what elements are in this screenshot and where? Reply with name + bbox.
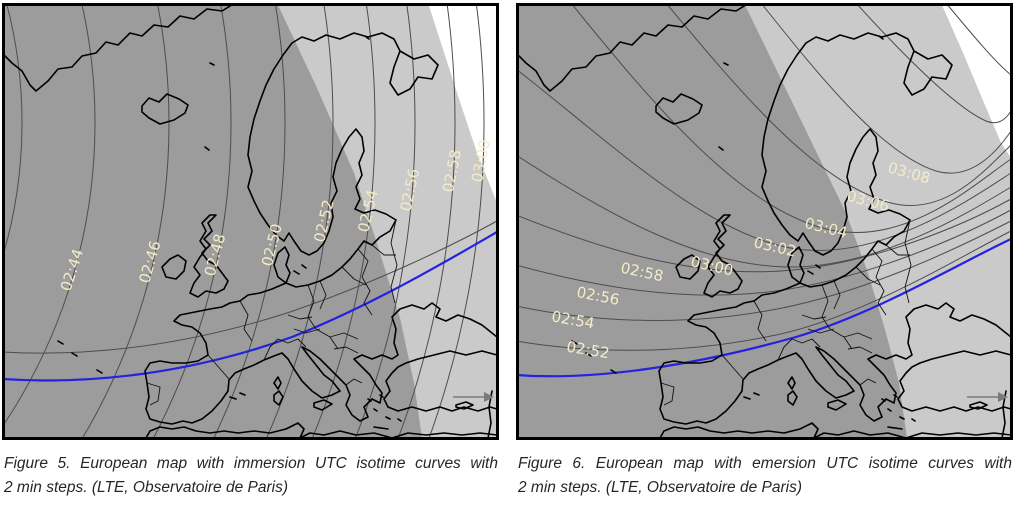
isotime-curve [2, 3, 23, 260]
figure-6-map: 02:52 02:54 02:56 02:58 03:00 03:02 03:0… [516, 3, 1013, 440]
isotime-curve [80, 3, 170, 440]
isotime-curve [310, 3, 376, 440]
isotime-curve [212, 3, 286, 440]
isotime-curve [570, 3, 1012, 233]
limit-line [2, 231, 498, 382]
light-shade-region [744, 3, 1011, 438]
map-border [2, 3, 499, 440]
isotime-curve [396, 3, 456, 440]
isotime-curve [151, 3, 232, 440]
isotime-curve [516, 230, 1012, 351]
shadow-motion-arrow [967, 392, 1008, 402]
figure-6-caption-line-1: Figure 6. European map with emersion UTC… [518, 455, 1012, 472]
isotime-curve [516, 68, 1012, 251]
white-shade-region [428, 3, 497, 203]
isotime-curve [2, 220, 498, 354]
figure-5-map: 02:44 02:46 02:48 02:50 02:52 02:54 02:5… [2, 3, 499, 440]
isotime-curve [665, 3, 1012, 206]
limit-line [516, 238, 1012, 378]
isotime-curve [855, 3, 1012, 124]
figure-6-caption-line-2: 2 min steps. (LTE, Observatoire de Paris… [518, 479, 802, 496]
isotime-curve [516, 198, 1012, 273]
isotime-curves [516, 3, 1012, 351]
figure-5-caption: Figure 5. European map with immersion UT… [4, 452, 498, 500]
figure-5-caption-line-1: Figure 5. European map with immersion UT… [4, 455, 498, 472]
isotime-curve [516, 209, 1012, 296]
figure-6-caption: Figure 6. European map with emersion UTC… [518, 452, 1012, 500]
isotime-curve [945, 3, 1012, 76]
isotime-curve [427, 3, 485, 440]
isotime-curves [2, 3, 498, 440]
light-shade-region [277, 3, 497, 438]
figure-5-caption-line-2: 2 min steps. (LTE, Observatoire de Paris… [4, 479, 288, 496]
white-shade-region [941, 3, 1011, 158]
isotime-curve [516, 220, 1012, 321]
isotime-curve [353, 3, 416, 440]
isotime-curve [516, 154, 1012, 268]
isotime-curve [265, 3, 334, 440]
isotime-curve [760, 3, 1012, 174]
shadow-motion-arrow [453, 392, 494, 402]
isotime-curve [2, 3, 96, 428]
map-border [516, 3, 1013, 440]
